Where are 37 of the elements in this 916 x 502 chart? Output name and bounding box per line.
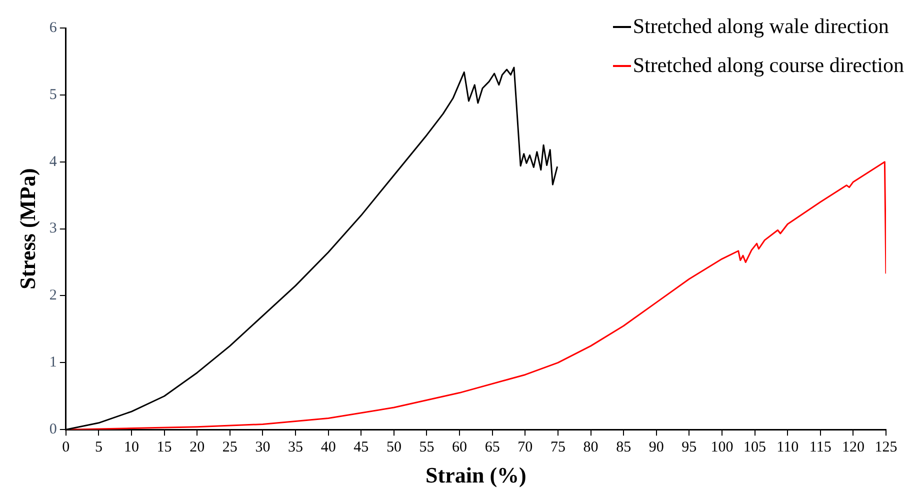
x-tick-label: 95 bbox=[682, 440, 697, 456]
x-tick-label: 100 bbox=[710, 440, 734, 456]
x-tick-label: 110 bbox=[776, 440, 799, 456]
x-tick-label: 35 bbox=[288, 440, 304, 456]
x-tick-label: 20 bbox=[190, 440, 205, 456]
legend-label: Stretched along course direction bbox=[632, 53, 904, 78]
x-tick-label: 40 bbox=[320, 440, 336, 456]
y-tick-label: 3 bbox=[49, 220, 57, 237]
x-tick-label: 30 bbox=[255, 440, 270, 456]
x-tick-label: 50 bbox=[386, 440, 402, 456]
y-tick-label: 0 bbox=[49, 422, 57, 438]
x-tick-label: 125 bbox=[874, 440, 898, 456]
x-tick-label: 120 bbox=[842, 440, 864, 456]
y-tick-label: 6 bbox=[49, 20, 58, 36]
y-tick-label: 4 bbox=[49, 154, 58, 170]
x-axis-title: Strain (%) bbox=[426, 462, 526, 488]
x-tick-label: 0 bbox=[62, 440, 70, 456]
y-axis-title: Stress (MPa) bbox=[14, 168, 40, 290]
x-tick-label: 80 bbox=[583, 440, 598, 456]
legend-label: Stretched along wale direction bbox=[632, 14, 889, 39]
x-tick-label: 5 bbox=[94, 440, 102, 456]
x-tick-label: 55 bbox=[419, 440, 434, 456]
x-tick-label: 115 bbox=[809, 440, 832, 456]
x-tick-label: 15 bbox=[156, 440, 172, 456]
y-tick-label: 2 bbox=[49, 288, 57, 304]
x-tick-label: 65 bbox=[484, 440, 500, 456]
x-tick-label: 25 bbox=[222, 440, 238, 456]
x-tick-label: 70 bbox=[518, 440, 533, 456]
x-tick-label: 45 bbox=[354, 440, 369, 456]
y-tick-label: 5 bbox=[49, 86, 57, 103]
x-tick-label: 105 bbox=[744, 440, 766, 456]
y-tick-label: 1 bbox=[49, 354, 57, 371]
x-tick-label: 10 bbox=[124, 440, 140, 456]
x-tick-label: 85 bbox=[616, 440, 632, 456]
x-tick-label: 90 bbox=[648, 440, 664, 456]
x-tick-label: 60 bbox=[452, 440, 468, 456]
x-tick-label: 75 bbox=[550, 440, 566, 456]
